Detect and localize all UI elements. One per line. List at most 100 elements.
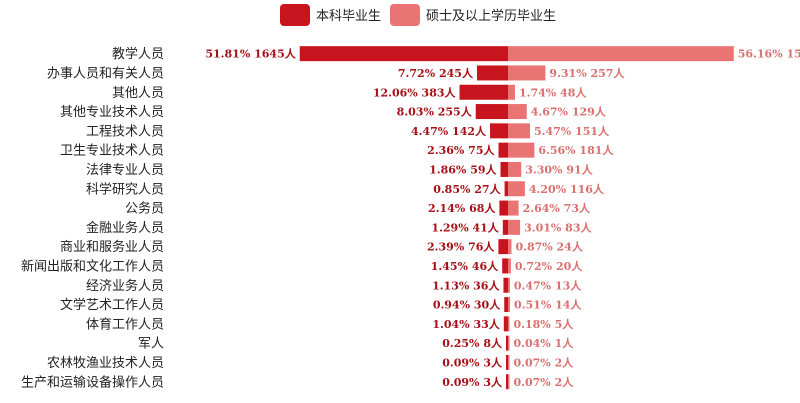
chart-row: 其他人员 12.06% 383人 1.74% 48人 [112,84,587,101]
value-label-undergraduate: 1.45% 46人 [431,259,499,273]
value-label-graduate: 4.20% 116人 [529,182,605,196]
value-label-graduate: 0.07% 2人 [514,355,575,369]
value-label-undergraduate: 1.04% 33人 [432,317,500,331]
category-label: 办事人员和有关人员 [47,66,164,81]
value-label-undergraduate: 51.81% 1645人 [205,47,296,61]
category-label: 经济业务人员 [86,278,164,294]
bar-graduate [508,104,527,120]
value-label-undergraduate: 7.72% 245人 [398,66,474,80]
legend-label-right: 硕士及以上学历毕业生 [426,8,556,24]
bar-graduate [508,354,510,370]
value-label-undergraduate: 0.25% 8人 [442,336,503,350]
bar-graduate [508,65,546,81]
value-label-undergraduate: 0.09% 3人 [442,355,503,369]
category-label: 科学研究人员 [86,181,164,197]
bar-graduate [508,181,525,197]
value-label-undergraduate: 2.36% 75人 [427,143,495,157]
category-label: 金融业务人员 [86,220,164,236]
chart-row: 科学研究人员 0.85% 27人 4.20% 116人 [86,181,605,197]
category-label: 法律专业人员 [86,163,164,178]
value-label-undergraduate: 1.29% 41人 [431,220,499,234]
value-label-undergraduate: 2.14% 68人 [428,201,496,215]
bar-undergraduate [498,239,508,255]
bar-undergraduate [475,104,508,120]
value-label-graduate: 56.16% 1550人 [738,47,800,61]
chart-row: 生产和运输设备操作人员 0.09% 3人 0.07% 2人 [21,374,574,390]
legend-label-left: 本科毕业生 [316,9,381,24]
bar-graduate [508,46,734,62]
category-label: 卫生专业技术人员 [60,144,164,159]
value-label-graduate: 0.07% 2人 [514,375,575,389]
chart-row: 法律专业人员 1.86% 59人 3.30% 91人 [86,161,594,178]
value-label-graduate: 0.72% 20人 [515,259,583,273]
category-label: 公务员 [125,201,164,217]
value-label-undergraduate: 0.09% 3人 [442,375,503,389]
bar-undergraduate [503,277,508,293]
category-label: 其他人员 [112,86,164,101]
bar-graduate [508,123,530,139]
legend: 本科毕业生 硕士及以上学历毕业生 [280,4,556,26]
bar-undergraduate [503,316,508,332]
bar-undergraduate [498,142,508,158]
bar-graduate [508,258,511,274]
bar-undergraduate [504,297,508,313]
bar-undergraduate [506,374,508,390]
bar-undergraduate [502,219,508,235]
bar-undergraduate [476,65,508,81]
value-label-graduate: 6.56% 181人 [538,143,614,157]
category-label: 体育工作人员 [86,316,164,332]
bar-graduate [508,239,512,255]
category-label: 工程技术人员 [86,124,164,139]
bar-graduate [508,219,521,235]
chart-row: 商业和服务业人员 2.39% 76人 0.87% 24人 [60,239,584,255]
bar-undergraduate [490,123,508,139]
legend-swatch-right [390,4,420,26]
chart-row: 公务员 2.14% 68人 2.64% 73人 [125,200,591,217]
chart-row: 金融业务人员 1.29% 41人 3.01% 83人 [86,219,592,236]
value-label-undergraduate: 2.39% 76人 [427,240,495,254]
bar-graduate [508,200,519,216]
category-label: 教学人员 [112,46,164,62]
chart-row: 办事人员和有关人员 7.72% 245人 9.31% 257人 [47,65,625,81]
value-label-undergraduate: 1.13% 36人 [432,278,500,292]
value-label-undergraduate: 1.86% 59人 [429,162,497,176]
bar-graduate [508,335,510,351]
value-label-undergraduate: 12.06% 383人 [373,85,457,99]
bar-graduate [508,84,515,100]
bar-undergraduate [506,354,508,370]
chart-row: 经济业务人员 1.13% 36人 0.47% 13人 [86,277,582,294]
chart-row: 体育工作人员 1.04% 33人 0.18% 5人 [86,316,574,332]
bar-graduate [508,374,510,390]
bar-undergraduate [500,161,508,177]
category-label: 商业和服务业人员 [60,239,164,255]
chart-row: 军人 0.25% 8人 0.04% 1人 [138,335,575,352]
value-label-undergraduate: 0.94% 30人 [433,298,501,312]
bar-undergraduate [459,84,508,100]
chart-row: 新闻出版和文化工作人员 1.45% 46人 0.72% 20人 [21,258,583,274]
value-label-graduate: 5.47% 151人 [534,124,610,138]
chart-row: 文学艺术工作人员 0.94% 30人 0.51% 14人 [60,297,582,313]
chart-row: 工程技术人员 4.47% 142人 5.47% 151人 [86,123,610,139]
value-label-graduate: 0.18% 5人 [514,317,575,331]
chart-row: 农林牧渔业技术人员 0.09% 3人 0.07% 2人 [47,354,575,371]
bar-graduate [508,297,511,313]
chart-row: 卫生专业技术人员 2.36% 75人 6.56% 181人 [60,142,614,159]
value-label-graduate: 9.31% 257人 [549,66,625,80]
bar-undergraduate [299,46,508,62]
value-label-graduate: 0.51% 14人 [514,298,582,312]
bar-undergraduate [499,200,508,216]
value-label-graduate: 4.67% 129人 [531,105,607,119]
value-label-graduate: 0.87% 24人 [515,240,583,254]
value-label-graduate: 0.04% 1人 [514,336,575,350]
bar-graduate [508,161,522,177]
bar-graduate [508,277,510,293]
value-label-undergraduate: 0.85% 27人 [433,182,501,196]
chart-row: 其他专业技术人员 8.03% 255人 4.67% 129人 [60,104,607,120]
bar-graduate [508,142,535,158]
value-label-graduate: 2.64% 73人 [523,201,591,215]
category-label: 文学艺术工作人员 [60,297,164,313]
value-label-undergraduate: 8.03% 255人 [397,105,473,119]
value-label-graduate: 1.74% 48人 [519,85,587,99]
value-label-graduate: 3.30% 91人 [525,162,593,176]
